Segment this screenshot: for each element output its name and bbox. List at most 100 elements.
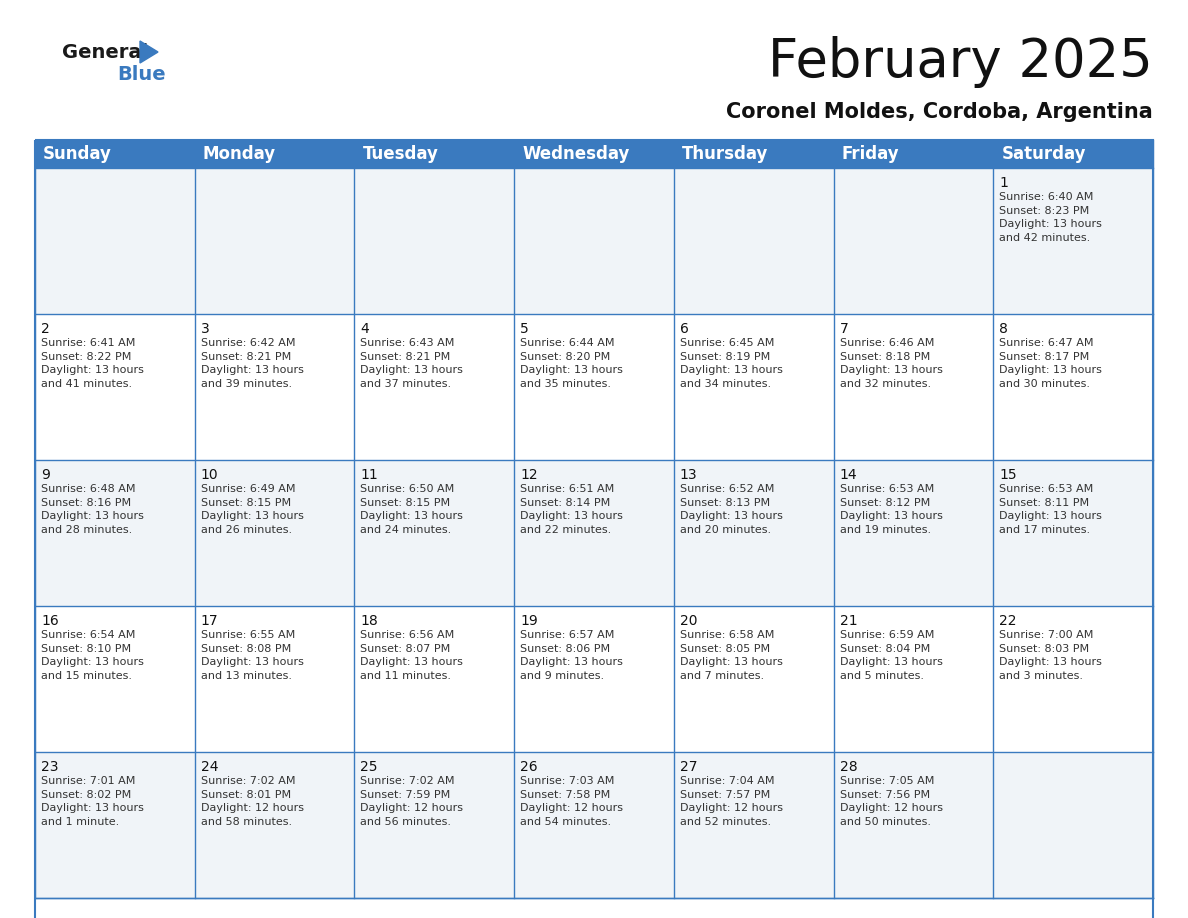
- Bar: [834, 168, 993, 314]
- Text: 17: 17: [201, 614, 219, 628]
- Text: 25: 25: [360, 760, 378, 774]
- Bar: [354, 606, 514, 752]
- Bar: [34, 314, 195, 460]
- Text: 3: 3: [201, 322, 209, 336]
- Bar: [834, 752, 993, 898]
- Text: Sunrise: 6:55 AM
Sunset: 8:08 PM
Daylight: 13 hours
and 13 minutes.: Sunrise: 6:55 AM Sunset: 8:08 PM Dayligh…: [201, 630, 304, 681]
- Text: 9: 9: [42, 468, 50, 482]
- Bar: [993, 606, 1154, 752]
- Text: Sunrise: 6:57 AM
Sunset: 8:06 PM
Daylight: 13 hours
and 9 minutes.: Sunrise: 6:57 AM Sunset: 8:06 PM Dayligh…: [520, 630, 623, 681]
- Bar: [514, 314, 674, 460]
- Bar: [834, 460, 993, 606]
- Text: 15: 15: [999, 468, 1017, 482]
- Text: 10: 10: [201, 468, 219, 482]
- Bar: [674, 606, 834, 752]
- Text: Sunrise: 6:52 AM
Sunset: 8:13 PM
Daylight: 13 hours
and 20 minutes.: Sunrise: 6:52 AM Sunset: 8:13 PM Dayligh…: [680, 484, 783, 535]
- Bar: [514, 606, 674, 752]
- Text: 18: 18: [360, 614, 378, 628]
- Text: 16: 16: [42, 614, 58, 628]
- Text: Friday: Friday: [841, 145, 899, 163]
- Bar: [354, 314, 514, 460]
- Bar: [674, 168, 834, 314]
- Bar: [195, 606, 354, 752]
- Bar: [514, 752, 674, 898]
- Text: Sunrise: 7:04 AM
Sunset: 7:57 PM
Daylight: 12 hours
and 52 minutes.: Sunrise: 7:04 AM Sunset: 7:57 PM Dayligh…: [680, 776, 783, 827]
- Text: Sunrise: 6:47 AM
Sunset: 8:17 PM
Daylight: 13 hours
and 30 minutes.: Sunrise: 6:47 AM Sunset: 8:17 PM Dayligh…: [999, 338, 1102, 389]
- Text: 7: 7: [840, 322, 848, 336]
- Text: Sunrise: 6:46 AM
Sunset: 8:18 PM
Daylight: 13 hours
and 32 minutes.: Sunrise: 6:46 AM Sunset: 8:18 PM Dayligh…: [840, 338, 942, 389]
- Text: Sunrise: 6:54 AM
Sunset: 8:10 PM
Daylight: 13 hours
and 15 minutes.: Sunrise: 6:54 AM Sunset: 8:10 PM Dayligh…: [42, 630, 144, 681]
- Text: 6: 6: [680, 322, 689, 336]
- Bar: [34, 140, 1154, 168]
- Text: 13: 13: [680, 468, 697, 482]
- Bar: [195, 460, 354, 606]
- Text: Sunrise: 6:43 AM
Sunset: 8:21 PM
Daylight: 13 hours
and 37 minutes.: Sunrise: 6:43 AM Sunset: 8:21 PM Dayligh…: [360, 338, 463, 389]
- Text: Sunrise: 7:02 AM
Sunset: 8:01 PM
Daylight: 12 hours
and 58 minutes.: Sunrise: 7:02 AM Sunset: 8:01 PM Dayligh…: [201, 776, 304, 827]
- Bar: [195, 314, 354, 460]
- Bar: [195, 752, 354, 898]
- Text: 1: 1: [999, 176, 1009, 190]
- Bar: [674, 752, 834, 898]
- Text: February 2025: February 2025: [769, 36, 1154, 88]
- Bar: [354, 752, 514, 898]
- Text: 5: 5: [520, 322, 529, 336]
- Text: 4: 4: [360, 322, 369, 336]
- Text: Sunrise: 6:42 AM
Sunset: 8:21 PM
Daylight: 13 hours
and 39 minutes.: Sunrise: 6:42 AM Sunset: 8:21 PM Dayligh…: [201, 338, 304, 389]
- Bar: [993, 168, 1154, 314]
- Text: 2: 2: [42, 322, 50, 336]
- Text: 11: 11: [360, 468, 378, 482]
- Bar: [514, 168, 674, 314]
- Bar: [834, 606, 993, 752]
- Text: Wednesday: Wednesday: [523, 145, 630, 163]
- Text: 21: 21: [840, 614, 858, 628]
- Bar: [993, 460, 1154, 606]
- Text: Coronel Moldes, Cordoba, Argentina: Coronel Moldes, Cordoba, Argentina: [726, 102, 1154, 122]
- Text: 27: 27: [680, 760, 697, 774]
- Text: Sunrise: 6:44 AM
Sunset: 8:20 PM
Daylight: 13 hours
and 35 minutes.: Sunrise: 6:44 AM Sunset: 8:20 PM Dayligh…: [520, 338, 623, 389]
- Text: Monday: Monday: [203, 145, 276, 163]
- Text: Sunrise: 7:05 AM
Sunset: 7:56 PM
Daylight: 12 hours
and 50 minutes.: Sunrise: 7:05 AM Sunset: 7:56 PM Dayligh…: [840, 776, 942, 827]
- Bar: [34, 460, 195, 606]
- Text: Sunrise: 6:50 AM
Sunset: 8:15 PM
Daylight: 13 hours
and 24 minutes.: Sunrise: 6:50 AM Sunset: 8:15 PM Dayligh…: [360, 484, 463, 535]
- Text: 20: 20: [680, 614, 697, 628]
- Text: 23: 23: [42, 760, 58, 774]
- Text: Sunrise: 6:59 AM
Sunset: 8:04 PM
Daylight: 13 hours
and 5 minutes.: Sunrise: 6:59 AM Sunset: 8:04 PM Dayligh…: [840, 630, 942, 681]
- Text: Sunrise: 6:53 AM
Sunset: 8:11 PM
Daylight: 13 hours
and 17 minutes.: Sunrise: 6:53 AM Sunset: 8:11 PM Dayligh…: [999, 484, 1102, 535]
- Text: Sunrise: 7:03 AM
Sunset: 7:58 PM
Daylight: 12 hours
and 54 minutes.: Sunrise: 7:03 AM Sunset: 7:58 PM Dayligh…: [520, 776, 624, 827]
- Text: 22: 22: [999, 614, 1017, 628]
- Bar: [674, 460, 834, 606]
- Text: Sunday: Sunday: [43, 145, 112, 163]
- Text: Sunrise: 6:58 AM
Sunset: 8:05 PM
Daylight: 13 hours
and 7 minutes.: Sunrise: 6:58 AM Sunset: 8:05 PM Dayligh…: [680, 630, 783, 681]
- Text: Sunrise: 6:53 AM
Sunset: 8:12 PM
Daylight: 13 hours
and 19 minutes.: Sunrise: 6:53 AM Sunset: 8:12 PM Dayligh…: [840, 484, 942, 535]
- Text: Sunrise: 7:02 AM
Sunset: 7:59 PM
Daylight: 12 hours
and 56 minutes.: Sunrise: 7:02 AM Sunset: 7:59 PM Dayligh…: [360, 776, 463, 827]
- Text: 26: 26: [520, 760, 538, 774]
- Text: General: General: [62, 42, 148, 62]
- Text: 12: 12: [520, 468, 538, 482]
- Bar: [34, 140, 1154, 918]
- Text: Sunrise: 7:01 AM
Sunset: 8:02 PM
Daylight: 13 hours
and 1 minute.: Sunrise: 7:01 AM Sunset: 8:02 PM Dayligh…: [42, 776, 144, 827]
- Text: 19: 19: [520, 614, 538, 628]
- Text: Sunrise: 6:56 AM
Sunset: 8:07 PM
Daylight: 13 hours
and 11 minutes.: Sunrise: 6:56 AM Sunset: 8:07 PM Dayligh…: [360, 630, 463, 681]
- Text: Sunrise: 6:45 AM
Sunset: 8:19 PM
Daylight: 13 hours
and 34 minutes.: Sunrise: 6:45 AM Sunset: 8:19 PM Dayligh…: [680, 338, 783, 389]
- Text: Saturday: Saturday: [1001, 145, 1086, 163]
- Text: Blue: Blue: [116, 64, 165, 84]
- Text: Sunrise: 6:51 AM
Sunset: 8:14 PM
Daylight: 13 hours
and 22 minutes.: Sunrise: 6:51 AM Sunset: 8:14 PM Dayligh…: [520, 484, 623, 535]
- Text: Sunrise: 6:48 AM
Sunset: 8:16 PM
Daylight: 13 hours
and 28 minutes.: Sunrise: 6:48 AM Sunset: 8:16 PM Dayligh…: [42, 484, 144, 535]
- Bar: [993, 752, 1154, 898]
- Text: Sunrise: 6:40 AM
Sunset: 8:23 PM
Daylight: 13 hours
and 42 minutes.: Sunrise: 6:40 AM Sunset: 8:23 PM Dayligh…: [999, 192, 1102, 242]
- Text: 24: 24: [201, 760, 219, 774]
- Bar: [34, 752, 195, 898]
- Bar: [354, 460, 514, 606]
- Bar: [34, 168, 195, 314]
- Bar: [34, 606, 195, 752]
- Bar: [993, 314, 1154, 460]
- Text: Sunrise: 7:00 AM
Sunset: 8:03 PM
Daylight: 13 hours
and 3 minutes.: Sunrise: 7:00 AM Sunset: 8:03 PM Dayligh…: [999, 630, 1102, 681]
- Bar: [514, 460, 674, 606]
- Text: Thursday: Thursday: [682, 145, 769, 163]
- Text: Sunrise: 6:41 AM
Sunset: 8:22 PM
Daylight: 13 hours
and 41 minutes.: Sunrise: 6:41 AM Sunset: 8:22 PM Dayligh…: [42, 338, 144, 389]
- Text: Tuesday: Tuesday: [362, 145, 438, 163]
- Text: Sunrise: 6:49 AM
Sunset: 8:15 PM
Daylight: 13 hours
and 26 minutes.: Sunrise: 6:49 AM Sunset: 8:15 PM Dayligh…: [201, 484, 304, 535]
- Bar: [834, 314, 993, 460]
- Polygon shape: [140, 41, 158, 63]
- Bar: [354, 168, 514, 314]
